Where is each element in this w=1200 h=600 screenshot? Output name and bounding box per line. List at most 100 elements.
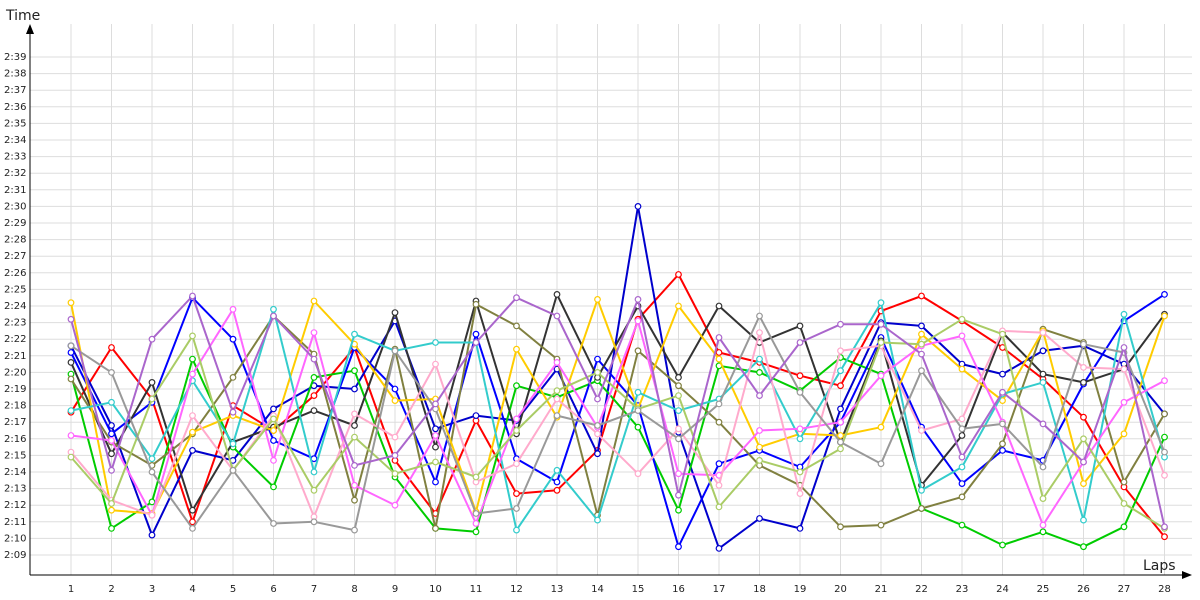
data-point — [1039, 347, 1047, 355]
data-point — [432, 432, 439, 439]
data-point — [189, 412, 196, 420]
data-point — [877, 460, 885, 468]
y-tick-label: 2:27 — [4, 251, 26, 262]
data-point — [1161, 291, 1168, 298]
data-point — [432, 458, 439, 466]
y-tick-label: 2:18 — [4, 401, 26, 412]
series-line — [70, 301, 1166, 532]
data-point — [1039, 521, 1047, 529]
data-point — [715, 302, 723, 310]
data-point — [918, 505, 925, 512]
data-point — [310, 468, 318, 476]
data-point — [391, 385, 399, 393]
data-point — [108, 430, 115, 438]
data-point — [513, 415, 520, 423]
data-point — [958, 453, 966, 461]
data-point — [270, 415, 277, 423]
data-point — [756, 369, 763, 376]
x-tick-label: 23 — [956, 584, 969, 595]
data-point — [756, 392, 763, 400]
x-tick-label: 22 — [915, 584, 928, 595]
y-tick-label: 2:21 — [4, 351, 26, 362]
data-point — [108, 506, 115, 514]
x-tick-label: 27 — [1118, 584, 1131, 595]
data-point — [148, 335, 156, 343]
x-tick-label: 10 — [429, 584, 442, 595]
x-axis-arrow — [1182, 571, 1192, 579]
y-tick-label: 2:24 — [4, 301, 26, 312]
data-point — [351, 385, 358, 393]
data-point — [1039, 463, 1047, 471]
series-line — [70, 295, 1166, 528]
series-line — [70, 356, 1166, 548]
data-point — [634, 407, 642, 415]
data-point — [67, 299, 75, 307]
x-tick-label: 1 — [68, 584, 74, 595]
data-point — [594, 430, 601, 438]
series-line — [70, 273, 1166, 538]
data-point — [999, 330, 1006, 338]
data-point — [756, 355, 763, 363]
data-point — [472, 528, 480, 536]
data-point — [958, 365, 966, 373]
data-point — [513, 427, 520, 434]
data-point — [675, 506, 682, 514]
data-point — [999, 541, 1006, 549]
data-point — [1161, 533, 1168, 541]
tick-labels: 2:09 2:10 2:11 2:12 2:13 2:14 2:15 2:16 2:17 2:18… — [4, 52, 1171, 595]
series-line — [70, 329, 1166, 518]
data-point — [715, 481, 723, 489]
data-point — [391, 452, 399, 459]
data-point — [756, 515, 763, 522]
data-point — [229, 466, 237, 474]
y-tick-label: 2:35 — [4, 118, 26, 129]
data-point — [270, 437, 277, 444]
data-point — [999, 388, 1006, 396]
data-point — [796, 425, 804, 433]
data-point — [351, 410, 358, 418]
data-point — [715, 418, 723, 426]
x-tick-label: 21 — [875, 584, 888, 595]
data-point — [796, 388, 804, 396]
data-point — [715, 460, 723, 468]
data-point — [189, 428, 196, 436]
data-point — [553, 478, 561, 486]
data-point — [270, 305, 277, 313]
data-point — [108, 437, 115, 444]
data-point — [189, 447, 196, 454]
data-point — [675, 374, 682, 381]
data-point — [310, 355, 318, 363]
x-tick-label: 14 — [591, 584, 604, 595]
x-tick-label: 6 — [270, 584, 276, 595]
data-point — [634, 423, 642, 431]
data-point — [837, 405, 844, 413]
data-point — [189, 355, 196, 363]
x-tick-label: 15 — [632, 584, 645, 595]
y-tick-label: 2:11 — [4, 517, 26, 528]
data-point — [351, 367, 358, 375]
y-tick-label: 2:14 — [4, 467, 26, 478]
data-point — [67, 359, 75, 366]
data-point — [958, 480, 966, 488]
data-point — [1080, 364, 1087, 371]
y-tick-label: 2:20 — [4, 367, 26, 378]
data-point — [513, 526, 520, 534]
series-8 — [67, 299, 1168, 534]
data-point — [675, 491, 682, 499]
data-point — [432, 400, 439, 408]
data-point — [918, 292, 925, 300]
data-point — [513, 460, 520, 468]
data-point — [796, 372, 804, 380]
data-point — [148, 379, 156, 386]
data-point — [594, 450, 601, 458]
data-point — [594, 395, 601, 403]
data-point — [229, 335, 237, 343]
series-line — [70, 308, 1165, 527]
data-point — [189, 292, 196, 300]
data-point — [634, 202, 642, 210]
data-point — [958, 432, 966, 439]
data-point — [472, 473, 480, 481]
data-point — [837, 445, 844, 453]
data-point — [1039, 495, 1047, 503]
x-tick-label: 24 — [996, 584, 1009, 595]
